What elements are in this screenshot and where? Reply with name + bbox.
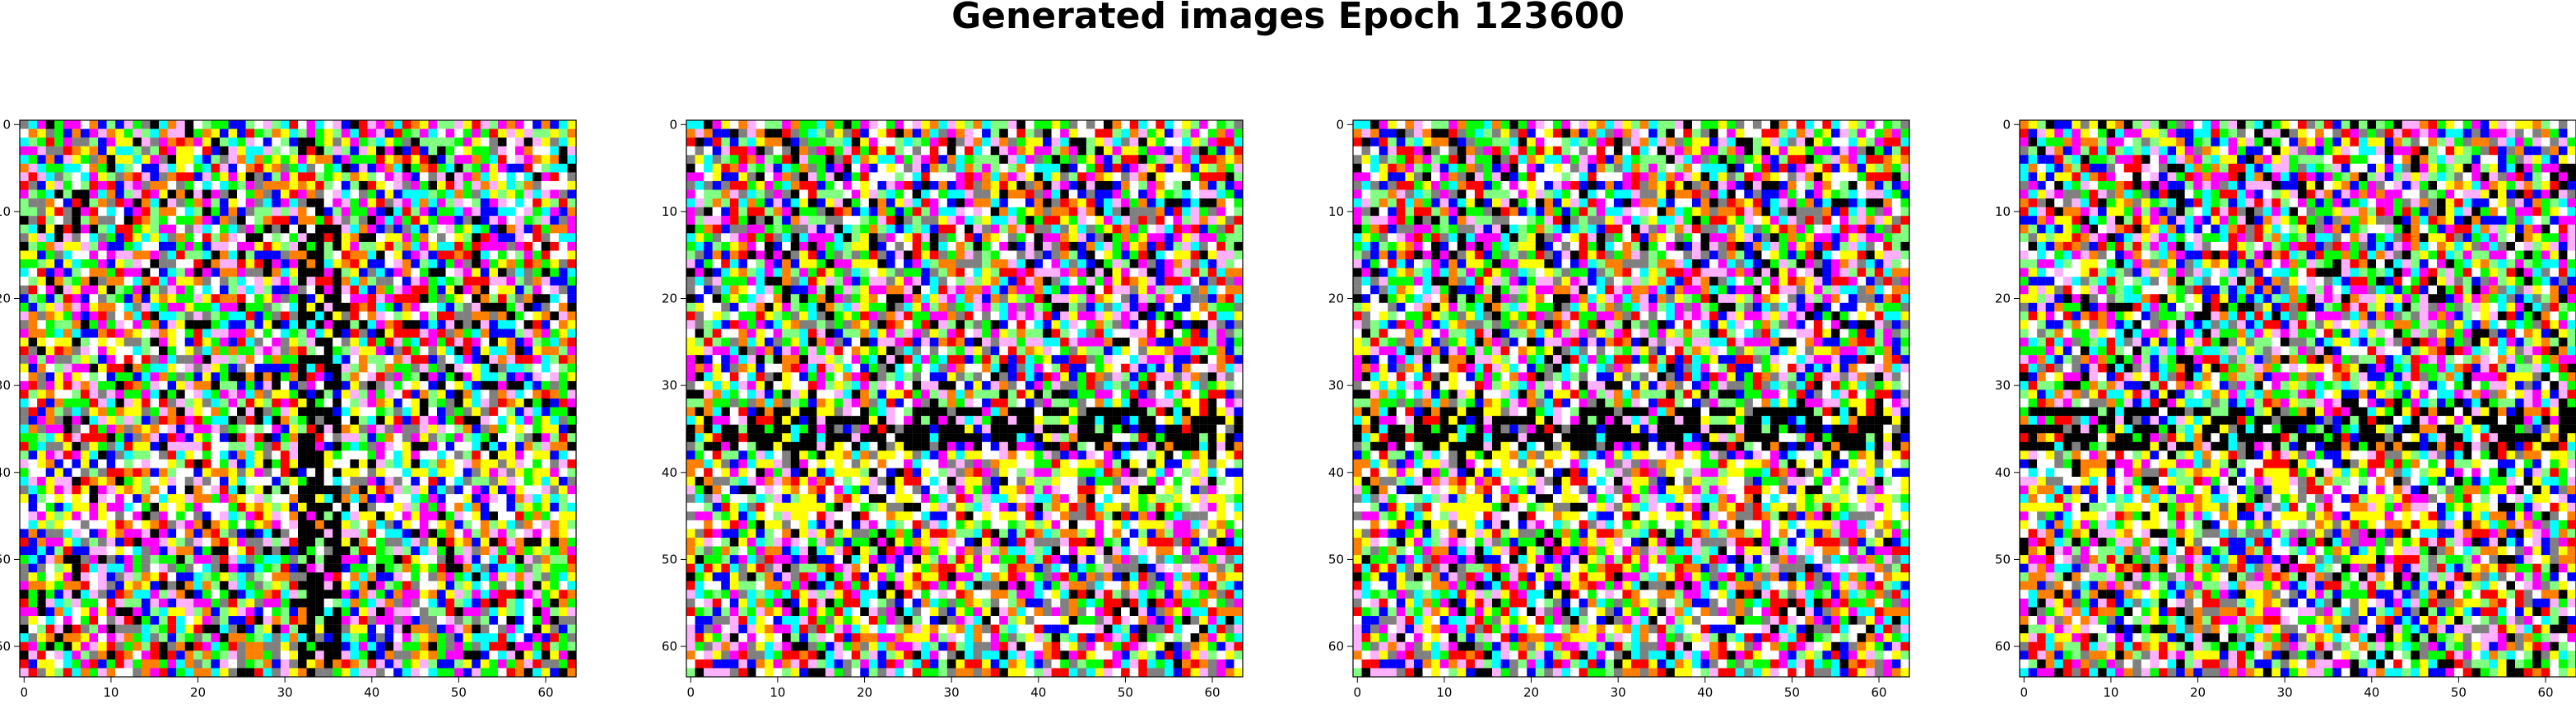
x-tick-label: 50 (1784, 685, 1800, 700)
image-axes: 0 10 20 30 40 50 60 0 10 20 30 40 50 60 (662, 112, 1259, 718)
image-pixels (1353, 120, 1909, 677)
y-tick-label: 0 (2, 117, 11, 132)
y-tick-label: 30 (1995, 378, 2011, 393)
x-tick-label: 40 (2364, 685, 2379, 700)
y-tick-label: 10 (662, 204, 677, 219)
image-panel-4: 0 10 20 30 40 50 60 0 10 20 30 40 50 60 (1995, 112, 2576, 718)
x-tick-label: 30 (944, 685, 960, 700)
y-tick-label: 50 (1328, 552, 1344, 566)
image-pixels (2020, 120, 2576, 677)
x-tick-label: 40 (364, 685, 379, 700)
x-tick-label: 0 (1354, 685, 1362, 700)
x-tick-label: 20 (2190, 685, 2206, 700)
image-axes: 0 10 20 30 40 50 60 0 10 20 30 40 50 60 (0, 112, 593, 718)
y-tick-label: 10 (0, 204, 11, 219)
y-tick-label: 20 (662, 291, 677, 306)
y-tick-label: 10 (1995, 204, 2011, 219)
x-tick-label: 10 (103, 685, 119, 700)
y-tick-label: 0 (2002, 117, 2011, 132)
y-tick-label: 60 (662, 639, 677, 654)
x-tick-label: 10 (2103, 685, 2118, 700)
y-tick-label: 60 (1995, 639, 2011, 654)
y-tick-label: 20 (1995, 291, 2011, 306)
figure-title: Generated images Epoch 123600 (0, 0, 2576, 33)
x-tick-label: 20 (190, 685, 206, 700)
image-pixels (20, 120, 576, 677)
y-tick-label: 10 (1328, 204, 1344, 219)
image-axes: 0 10 20 30 40 50 60 0 10 20 30 40 50 60 (1995, 112, 2576, 718)
x-tick-label: 60 (537, 685, 553, 700)
y-tick-label: 50 (662, 552, 677, 566)
x-tick-label: 0 (2020, 685, 2029, 700)
x-tick-label: 50 (451, 685, 467, 700)
image-panel-1: 0 10 20 30 40 50 60 0 10 20 30 40 50 60 (0, 112, 593, 718)
y-tick-label: 40 (1995, 465, 2011, 480)
image-pixels (686, 120, 1243, 677)
y-tick-label: 60 (1328, 639, 1344, 654)
x-tick-label: 60 (1871, 685, 1886, 700)
y-tick-label: 40 (662, 465, 677, 480)
y-tick-label: 50 (0, 552, 11, 566)
x-tick-label: 30 (277, 685, 293, 700)
x-tick-label: 30 (2277, 685, 2293, 700)
y-tick-label: 30 (662, 378, 677, 393)
x-tick-label: 50 (1118, 685, 1133, 700)
x-tick-label: 0 (687, 685, 695, 700)
y-tick-label: 40 (0, 465, 11, 480)
y-tick-label: 0 (1336, 117, 1344, 132)
x-tick-label: 0 (21, 685, 29, 700)
image-axes: 0 10 20 30 40 50 60 0 10 20 30 40 50 60 (1328, 112, 1926, 718)
x-tick-label: 20 (857, 685, 872, 700)
y-tick-label: 40 (1328, 465, 1344, 480)
y-tick-label: 60 (0, 639, 11, 654)
image-panel-2: 0 10 20 30 40 50 60 0 10 20 30 40 50 60 (662, 112, 1259, 718)
x-tick-label: 50 (2451, 685, 2467, 700)
x-tick-label: 60 (2537, 685, 2553, 700)
image-panel-3: 0 10 20 30 40 50 60 0 10 20 30 40 50 60 (1328, 112, 1926, 718)
x-tick-label: 10 (770, 685, 785, 700)
x-tick-label: 20 (1523, 685, 1539, 700)
x-tick-label: 60 (1204, 685, 1220, 700)
y-tick-label: 20 (1328, 291, 1344, 306)
y-tick-label: 30 (0, 378, 11, 393)
x-tick-label: 10 (1436, 685, 1452, 700)
x-tick-label: 30 (1611, 685, 1626, 700)
y-tick-label: 50 (1995, 552, 2011, 566)
x-tick-label: 40 (1030, 685, 1046, 700)
y-tick-label: 0 (669, 117, 677, 132)
y-tick-label: 30 (1328, 378, 1344, 393)
y-tick-label: 20 (0, 291, 11, 306)
x-tick-label: 40 (1697, 685, 1713, 700)
